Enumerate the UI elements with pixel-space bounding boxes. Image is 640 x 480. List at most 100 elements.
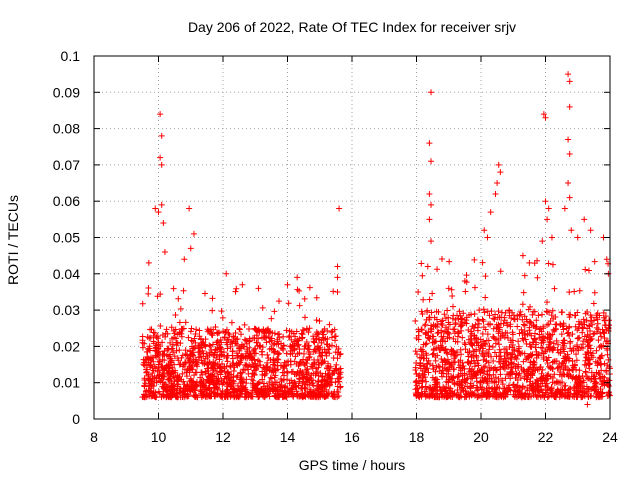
data-point [223, 393, 230, 400]
data-point [192, 369, 199, 376]
data-point [155, 375, 162, 382]
data-point [191, 344, 198, 351]
data-point [555, 341, 562, 348]
data-point [416, 362, 423, 369]
data-point [521, 272, 528, 279]
data-point [540, 325, 547, 332]
data-point [150, 358, 157, 365]
data-point [501, 317, 508, 324]
data-point [219, 381, 226, 388]
data-point [515, 345, 522, 352]
data-point [483, 349, 490, 356]
y-axis-label: ROTI / TECUs [5, 195, 21, 285]
data-point [463, 317, 470, 324]
data-point [601, 374, 608, 381]
data-point [530, 308, 537, 315]
data-point [497, 268, 504, 275]
data-point [271, 330, 278, 337]
data-point [311, 339, 318, 346]
data-point [449, 362, 456, 369]
data-point [492, 311, 499, 318]
x-tick-label: 18 [409, 429, 425, 445]
x-axis-label: GPS time / hours [299, 457, 406, 473]
data-point [413, 351, 420, 358]
data-point [234, 354, 241, 361]
data-point [244, 389, 251, 396]
data-point [559, 359, 566, 366]
data-point [458, 315, 465, 322]
data-point [469, 341, 476, 348]
data-point [293, 383, 300, 390]
data-point [487, 321, 494, 328]
data-point [521, 322, 528, 329]
data-point [228, 319, 235, 326]
data-point [200, 377, 207, 384]
data-point [170, 334, 177, 341]
outlier-point [424, 263, 431, 270]
y-tick-label: 0.1 [61, 48, 81, 64]
data-point [438, 318, 445, 325]
data-point [140, 361, 147, 368]
data-point [182, 351, 189, 358]
data-point [230, 360, 237, 367]
data-point [251, 325, 258, 332]
data-point [434, 324, 441, 331]
data-point [416, 393, 423, 400]
data-point [191, 372, 198, 379]
data-point [166, 376, 173, 383]
data-point [292, 353, 299, 360]
data-point [573, 385, 580, 392]
data-point [279, 345, 286, 352]
data-point [177, 340, 184, 347]
data-point [496, 341, 503, 348]
outlier-point [566, 103, 573, 110]
outlier-point [565, 180, 572, 187]
data-point [539, 366, 546, 373]
data-point [316, 318, 323, 325]
data-point [597, 342, 604, 349]
data-point [439, 338, 446, 345]
data-point [547, 339, 554, 346]
data-point [416, 372, 423, 379]
data-point [261, 329, 268, 336]
data-point [213, 329, 220, 336]
data-point [224, 345, 231, 352]
data-point [291, 346, 298, 353]
data-point [268, 345, 275, 352]
data-point [306, 325, 313, 332]
data-point [574, 389, 581, 396]
data-point [495, 321, 502, 328]
data-point [477, 369, 484, 376]
data-point [274, 355, 281, 362]
data-point [554, 365, 561, 372]
data-point [234, 342, 241, 349]
data-point [540, 333, 547, 340]
data-point [173, 347, 180, 354]
data-point [490, 333, 497, 340]
data-point [245, 366, 252, 373]
data-point [597, 361, 604, 368]
data-point [491, 349, 498, 356]
data-point [461, 319, 468, 326]
data-point [248, 373, 255, 380]
data-point [441, 328, 448, 335]
data-point [207, 393, 214, 400]
data-point [567, 385, 574, 392]
data-point [412, 317, 419, 324]
data-point [434, 266, 441, 273]
data-point [252, 345, 259, 352]
data-point [574, 327, 581, 334]
data-point [524, 387, 531, 394]
data-point [595, 391, 602, 398]
data-point [521, 332, 528, 339]
data-point [431, 381, 438, 388]
data-point [274, 331, 281, 338]
data-point [569, 331, 576, 338]
data-point [560, 344, 567, 351]
data-point [236, 326, 243, 333]
data-point [543, 377, 549, 384]
data-point [236, 325, 243, 332]
data-point [488, 385, 495, 392]
outlier-point [526, 259, 533, 266]
